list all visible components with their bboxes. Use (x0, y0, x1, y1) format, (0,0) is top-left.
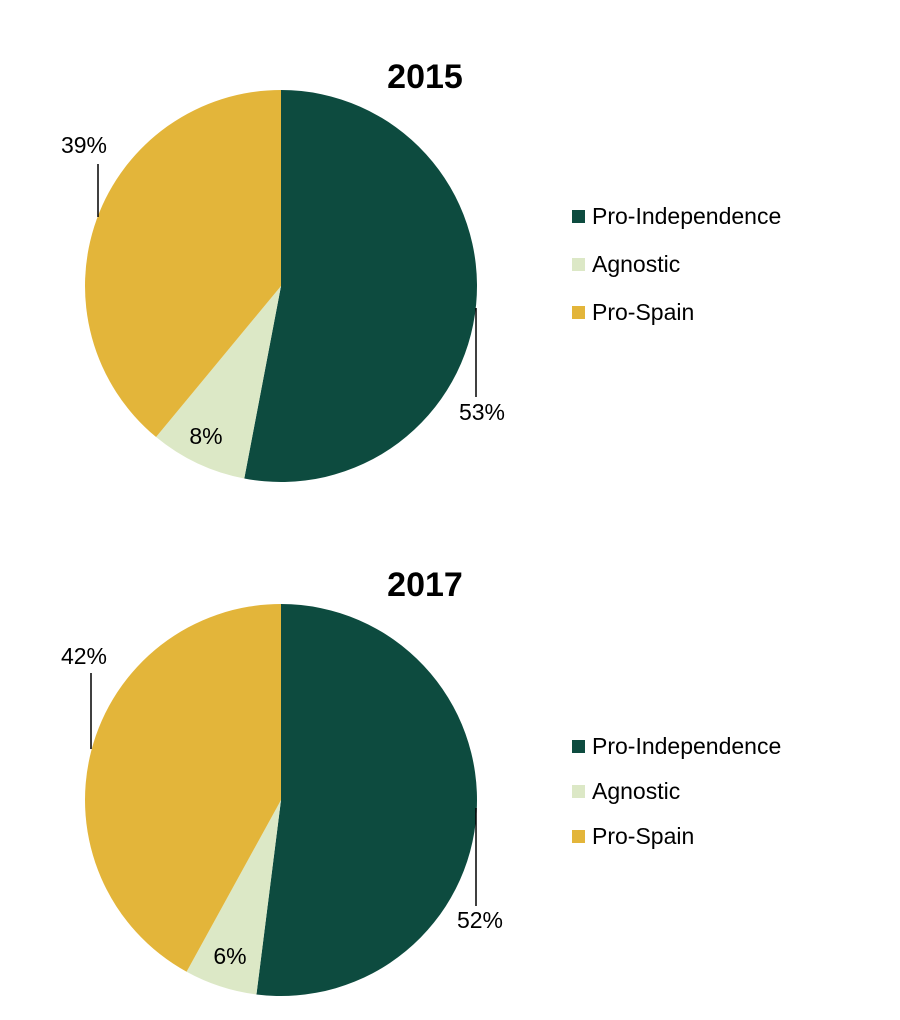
legend-swatch-pro-spain (572, 305, 585, 319)
legend: Pro-Independence Agnostic Pro-Spain (572, 192, 781, 336)
legend: Pro-Independence Agnostic Pro-Spain (572, 724, 781, 859)
pie-slice-pro-independence (244, 89, 478, 482)
data-label: 53% (459, 399, 505, 425)
legend-swatch-pro-independence (572, 209, 585, 223)
pie-slice-pro-spain (84, 90, 281, 438)
legend-label: Pro-Spain (592, 823, 695, 849)
pie-slice-agnostic (186, 800, 281, 995)
pie-slice-agnostic (156, 286, 281, 479)
legend-item-agnostic: Agnostic (572, 769, 781, 814)
legend-swatch-pro-spain (572, 830, 585, 843)
chart-title: 2015 (387, 58, 463, 96)
legend-label: Pro-Spain (592, 298, 695, 325)
legend-swatch-agnostic (572, 257, 585, 271)
legend-item-pro-spain: Pro-Spain (572, 288, 781, 336)
legend-swatch-agnostic (572, 785, 585, 798)
legend-item-agnostic: Agnostic (572, 240, 781, 288)
data-label: 42% (61, 643, 107, 669)
legend-swatch-pro-independence (572, 740, 585, 753)
legend-label: Agnostic (592, 250, 681, 277)
legend-item-pro-independence: Pro-Independence (572, 724, 781, 769)
data-label: 39% (61, 132, 107, 158)
pie-slice-pro-independence (256, 604, 478, 996)
legend-label: Pro-Independence (592, 202, 782, 229)
pie-chart-2017: 52% 6% 42% (61, 604, 503, 996)
legend-label: Pro-Independence (592, 733, 782, 759)
data-label: 6% (213, 943, 246, 969)
chart-2017: 52% 6% 42% 2017 Pro-Independence Agnostic … (0, 508, 900, 1020)
pie-chart-2015: 53% 8% 39% (61, 89, 505, 482)
chart-2015: 53% 8% 39% 2015 Pro-Independence Agnostic … (61, 58, 781, 482)
legend-item-pro-independence: Pro-Independence (572, 192, 781, 240)
chart-title: 2017 (387, 566, 463, 604)
legend-label: Agnostic (592, 778, 681, 804)
data-label: 52% (457, 907, 503, 933)
legend-item-pro-spain: Pro-Spain (572, 814, 781, 859)
pie-slice-pro-spain (85, 604, 281, 972)
data-label: 8% (189, 423, 222, 449)
